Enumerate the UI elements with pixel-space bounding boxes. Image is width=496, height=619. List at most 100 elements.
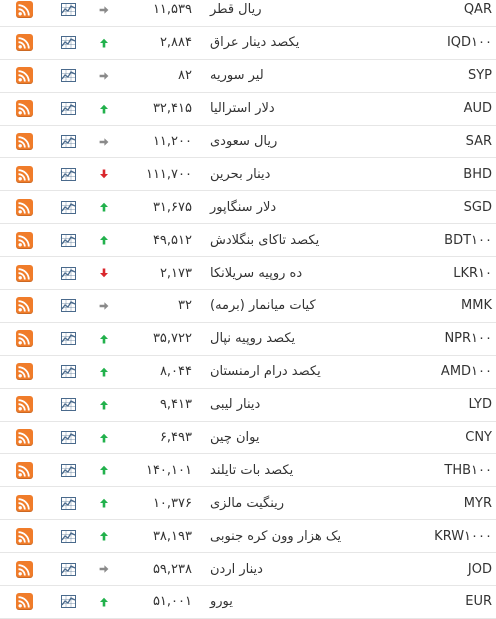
rate-value: ۵۱,۰۰۱	[152, 594, 192, 610]
rate-value: ۵۹,۲۳۸	[152, 561, 192, 577]
currency-code: NPR۱۰۰	[444, 331, 492, 347]
currency-row: ۱۱۱,۷۰۰ دینار بحرین BHD	[0, 158, 496, 192]
chart-icon[interactable]	[60, 562, 77, 577]
currency-code: KRW۱۰۰۰	[434, 528, 492, 544]
chart-icon[interactable]	[60, 364, 77, 379]
chart-cell	[56, 487, 80, 519]
chart-cell	[56, 191, 80, 223]
trend-cell	[94, 0, 114, 26]
currency-name: دینار بحرین	[210, 166, 271, 182]
rss-cell	[12, 257, 36, 289]
rss-icon[interactable]	[15, 67, 33, 85]
rate-value: ۱۴۰,۱۰۱	[145, 462, 192, 478]
arrow-up-icon	[99, 400, 109, 410]
arrow-right-icon	[99, 564, 109, 574]
currency-code: MMK	[461, 298, 492, 314]
rss-cell	[12, 290, 36, 322]
rss-icon[interactable]	[15, 527, 33, 545]
chart-icon[interactable]	[60, 200, 77, 215]
trend-cell	[94, 323, 114, 355]
rate-value: ۴۹,۵۱۲	[152, 232, 192, 248]
rss-icon[interactable]	[15, 1, 33, 19]
rate-value: ۱۱,۵۳۹	[152, 2, 192, 18]
chart-icon[interactable]	[60, 167, 77, 182]
chart-icon[interactable]	[60, 529, 77, 544]
chart-icon[interactable]	[60, 35, 77, 50]
chart-icon[interactable]	[60, 463, 77, 478]
currency-name: یکصد درام ارمنستان	[210, 364, 321, 380]
currency-code: LKR۱۰	[453, 265, 492, 281]
chart-cell	[56, 126, 80, 158]
chart-icon[interactable]	[60, 397, 77, 412]
rss-icon[interactable]	[15, 494, 33, 512]
trend-cell	[94, 389, 114, 421]
chart-icon[interactable]	[60, 2, 77, 17]
currency-name: یوان چین	[210, 430, 260, 446]
chart-icon[interactable]	[60, 101, 77, 116]
chart-icon[interactable]	[60, 298, 77, 313]
rss-icon[interactable]	[15, 396, 33, 414]
arrow-up-icon	[99, 202, 109, 212]
chart-cell	[56, 356, 80, 388]
rss-icon[interactable]	[15, 198, 33, 216]
chart-cell	[56, 27, 80, 59]
chart-icon[interactable]	[60, 331, 77, 346]
rss-icon[interactable]	[15, 34, 33, 52]
currency-row: ۳۸,۱۹۳ یک هزار وون کره جنوبی KRW۱۰۰۰	[0, 520, 496, 554]
rss-icon[interactable]	[15, 297, 33, 315]
trend-cell	[94, 422, 114, 454]
rate-value: ۶,۴۹۳	[159, 430, 192, 446]
chart-icon[interactable]	[60, 594, 77, 609]
rss-icon[interactable]	[15, 330, 33, 348]
currency-row: ۱۴۰,۱۰۱ یکصد بات تایلند THB۱۰۰	[0, 454, 496, 488]
rate-value: ۹,۴۱۳	[159, 397, 192, 413]
currency-name: یکصد روپیه نپال	[210, 331, 296, 347]
arrow-up-icon	[99, 433, 109, 443]
rate-value: ۳۲	[178, 298, 192, 314]
rss-cell	[12, 520, 36, 552]
rss-cell	[12, 553, 36, 585]
rss-icon[interactable]	[15, 593, 33, 611]
rss-cell	[12, 323, 36, 355]
currency-code: SGD	[463, 199, 492, 215]
chart-icon[interactable]	[60, 233, 77, 248]
currency-code: AUD	[463, 101, 492, 117]
rss-icon[interactable]	[15, 100, 33, 118]
arrow-down-icon	[99, 169, 109, 179]
rss-cell	[12, 389, 36, 421]
currency-row: ۲,۸۸۴ یکصد دینار عراق IQD۱۰۰	[0, 27, 496, 60]
chart-icon[interactable]	[60, 134, 77, 149]
chart-cell	[56, 224, 80, 256]
currency-code: BHD	[463, 166, 492, 182]
arrow-up-icon	[99, 334, 109, 344]
currency-name: یکصد بات تایلند	[210, 462, 294, 478]
trend-cell	[94, 27, 114, 59]
chart-icon[interactable]	[60, 430, 77, 445]
arrow-right-icon	[99, 137, 109, 147]
trend-cell	[94, 553, 114, 585]
rss-icon[interactable]	[15, 231, 33, 249]
rss-icon[interactable]	[15, 133, 33, 150]
rss-icon[interactable]	[15, 429, 33, 447]
currency-name: دینار لیبی	[210, 397, 261, 413]
currency-row: ۸,۰۴۴ یکصد درام ارمنستان AMD۱۰۰	[0, 356, 496, 389]
chart-icon[interactable]	[60, 266, 77, 281]
rss-icon[interactable]	[15, 264, 33, 282]
currency-name: یک هزار وون کره جنوبی	[210, 528, 342, 544]
chart-icon[interactable]	[60, 68, 77, 83]
currency-name: یورو	[210, 594, 233, 610]
rss-cell	[12, 0, 36, 26]
rss-cell	[12, 158, 36, 190]
arrow-right-icon	[99, 301, 109, 311]
chart-cell	[56, 0, 80, 26]
rss-icon[interactable]	[15, 461, 33, 479]
arrow-up-icon	[99, 531, 109, 541]
chart-icon[interactable]	[60, 496, 77, 511]
rss-icon[interactable]	[15, 560, 33, 578]
rss-icon[interactable]	[15, 165, 33, 183]
rss-cell	[12, 454, 36, 486]
chart-cell	[56, 454, 80, 486]
currency-code: SYP	[467, 68, 492, 84]
rss-icon[interactable]	[15, 363, 33, 381]
